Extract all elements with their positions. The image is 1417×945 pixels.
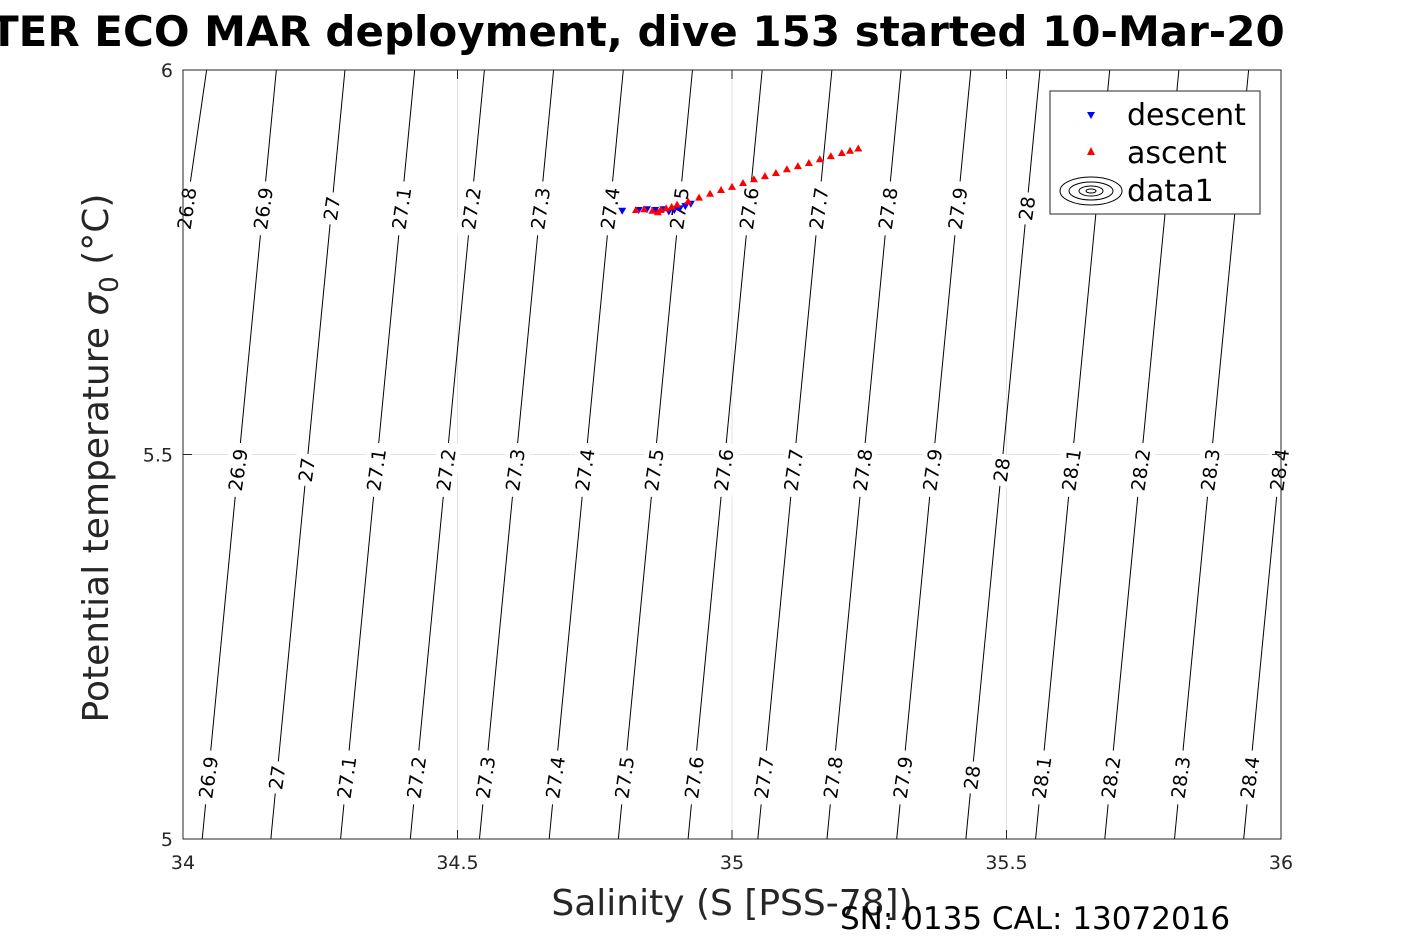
legend-descent-label: descent bbox=[1127, 98, 1246, 133]
chart-title: TER ECO MAR deployment, dive 153 started… bbox=[0, 7, 1285, 56]
y-tick-label-1: 5.5 bbox=[143, 445, 173, 467]
ascent-point-20 bbox=[815, 155, 824, 163]
isopycnal-label-27-3-row0: 27.3 bbox=[524, 179, 556, 237]
legend-descent-marker bbox=[1087, 112, 1095, 119]
ascent-point-0 bbox=[631, 205, 640, 213]
isopycnal-label-28-row1: 28 bbox=[987, 452, 1016, 488]
ascent-point-14 bbox=[749, 175, 758, 183]
isopycnal-label-27-8-row2: 27.8 bbox=[817, 749, 849, 806]
x-axis-label: Salinity (S [PSS-78]) bbox=[551, 883, 912, 924]
isopycnal-label-27-row0: 27 bbox=[317, 190, 346, 226]
x-tick-label-4: 36 bbox=[1269, 852, 1293, 874]
y-axis-ticks: 55.56 bbox=[143, 60, 1281, 851]
legend-data1-contour-icon bbox=[1059, 176, 1123, 206]
ascent-point-24 bbox=[854, 144, 863, 152]
ascent-point-6 bbox=[667, 202, 676, 210]
ascent-point-11 bbox=[717, 185, 726, 193]
descent-point-0 bbox=[618, 207, 627, 215]
isopycnal-labels: 26.8 26.9 27 27.1 27.2 27.3 27.4 27.5 27.6 27.7 27… bbox=[170, 179, 1295, 806]
isopycnal-label-26-9-row0: 26.9 bbox=[247, 179, 279, 237]
ascent-point-23 bbox=[846, 146, 855, 154]
ascent-point-17 bbox=[782, 165, 791, 173]
isopycnal-label-27-8-row1: 27.8 bbox=[846, 441, 879, 499]
isopycnal-label-28-1-row1: 28.1 bbox=[1055, 441, 1087, 499]
x-tick-label-3: 35.5 bbox=[985, 852, 1027, 874]
y-tick-label-2: 6 bbox=[161, 60, 173, 82]
x-tick-label-1: 34.5 bbox=[436, 852, 478, 874]
legend-ascent-marker bbox=[1087, 147, 1095, 155]
ascent-point-21 bbox=[826, 152, 835, 160]
serial-calibration-footer: SN: 0135 CAL: 13072016 bbox=[840, 901, 1230, 937]
ascent-point-16 bbox=[771, 169, 780, 177]
ascent-point-19 bbox=[804, 159, 813, 167]
isopycnal-label-27-2-row0: 27.2 bbox=[455, 179, 487, 237]
ascent-point-18 bbox=[793, 162, 802, 170]
ascent-point-9 bbox=[695, 193, 704, 201]
isopycnal-label-27-row2: 27 bbox=[262, 759, 291, 796]
descent-point-8 bbox=[681, 203, 690, 211]
isopycnal-label-27-row1: 27 bbox=[292, 452, 321, 488]
legend-ascent-label: ascent bbox=[1127, 136, 1227, 171]
svg-text:28: 28 bbox=[990, 456, 1015, 483]
ascent-point-22 bbox=[837, 149, 846, 157]
ascent-point-2 bbox=[648, 206, 657, 214]
legend: descent ascent data1 bbox=[1049, 90, 1261, 215]
ascent-point-7 bbox=[673, 200, 682, 208]
isopycnal-label-27-5-row1: 27.5 bbox=[638, 441, 670, 499]
x-tick-label-0: 34 bbox=[171, 852, 195, 874]
y-tick-label-0: 5 bbox=[161, 829, 173, 851]
isopycnal-label-28-4-row2: 28.4 bbox=[1233, 749, 1266, 806]
data-markers bbox=[618, 144, 863, 216]
y-axis-label-main: Potential temperature bbox=[76, 327, 117, 722]
isopycnal-label-26-8-row0: 26.8 bbox=[170, 179, 203, 237]
svg-text:27: 27 bbox=[295, 456, 320, 483]
ascent-point-15 bbox=[760, 172, 769, 180]
isopycnal-label-28-row2: 28 bbox=[957, 759, 986, 796]
isopycnal-label-28-3-row2: 28.3 bbox=[1164, 749, 1197, 806]
y-axis-label-subscript: 0 bbox=[95, 276, 125, 293]
ascent-point-10 bbox=[706, 189, 715, 197]
legend-box bbox=[1049, 90, 1261, 215]
isopycnal-label-28-row0: 28 bbox=[1012, 190, 1041, 226]
ascent-point-1 bbox=[640, 205, 649, 213]
isopycnal-label-27-2-row2: 27.2 bbox=[400, 749, 432, 806]
ascent-point-12 bbox=[728, 182, 736, 190]
svg-text:Potential temperature σ0 (°C): Potential temperature σ0 (°C) bbox=[76, 194, 125, 723]
y-axis-label: Potential temperature σ0 (°C) bbox=[76, 194, 125, 723]
svg-text:27: 27 bbox=[320, 195, 345, 222]
ascent-point-8 bbox=[684, 197, 693, 205]
y-axis-label-unit: (°C) bbox=[76, 194, 117, 265]
isopycnal-label-27-9-row1: 27.9 bbox=[916, 441, 949, 499]
svg-text:28: 28 bbox=[960, 764, 985, 791]
legend-data1-label: data1 bbox=[1127, 174, 1214, 209]
isopycnal-label-28-1-row2: 28.1 bbox=[1025, 749, 1058, 806]
y-axis-label-symbol: σ bbox=[76, 292, 117, 316]
svg-text:27: 27 bbox=[265, 764, 290, 791]
x-axis-ticks: 34 34.5 35 35.5 36 bbox=[171, 70, 1293, 874]
ascent-point-13 bbox=[738, 179, 747, 187]
isopycnal-label-27-4-row1: 27.4 bbox=[569, 441, 601, 499]
x-tick-label-2: 35 bbox=[720, 852, 744, 874]
svg-text:28: 28 bbox=[1015, 195, 1040, 222]
isopycnal-label-27-7-row0: 27.7 bbox=[802, 179, 835, 237]
